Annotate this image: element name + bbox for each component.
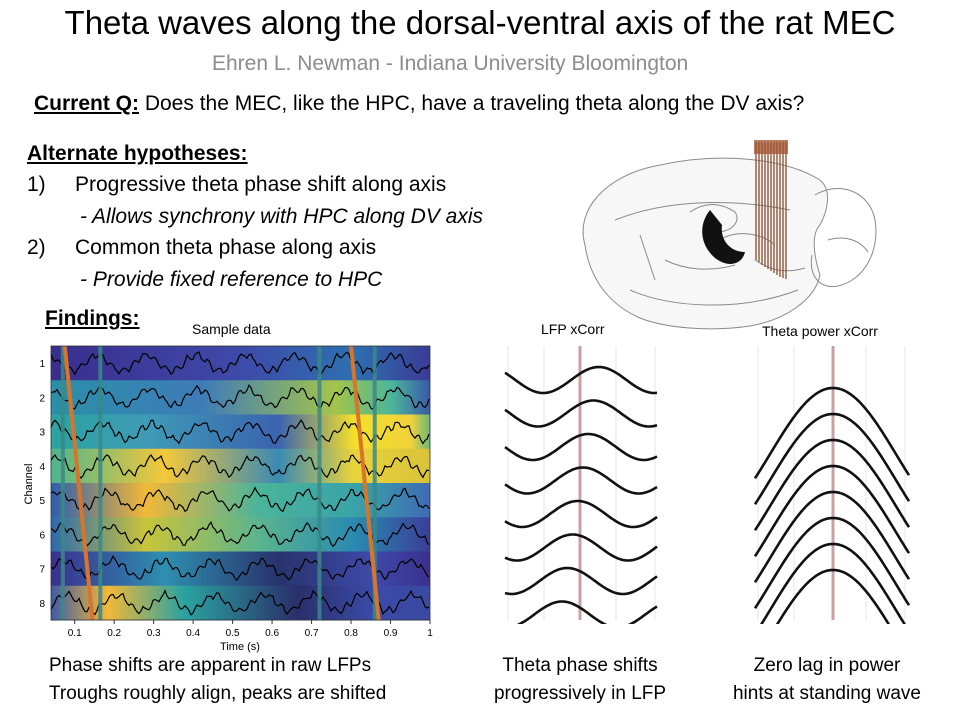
x-tick-label: 1	[427, 628, 433, 639]
peak-shift-marker	[349, 345, 381, 621]
power-xcorr-series-6	[753, 516, 911, 610]
channel-tick-label: 6	[39, 530, 45, 541]
brain-atlas-figure	[582, 140, 877, 330]
trough-marker	[60, 346, 65, 620]
caption-right-line1: Zero lag in power	[753, 655, 901, 676]
hypothesis-2-text: Common theta phase along axis	[75, 236, 377, 259]
channel-tick-label: 2	[39, 393, 45, 404]
channel-band-6	[51, 517, 430, 552]
power-xcorr-series-7	[760, 542, 906, 624]
power-xcorr-series-1	[753, 386, 911, 480]
trough-marker	[317, 346, 322, 620]
power-xcorr-chart	[753, 346, 911, 624]
power-xcorr-series-8	[775, 568, 891, 624]
x-tick-label: 0.8	[344, 628, 358, 639]
channel-tick-label: 8	[39, 599, 45, 610]
lfp-xcorr-series-4	[504, 466, 658, 495]
caption-left-line2: Troughs roughly align, peaks are shifted	[49, 683, 387, 704]
hypotheses-heading: Alternate hypotheses:	[27, 142, 248, 165]
channel-band-4	[51, 448, 430, 484]
hypothesis-1: 1) Progressive theta phase shift along ax…	[27, 173, 446, 197]
lfp-xcorr-series-5	[504, 499, 658, 529]
peak-shift-marker	[62, 345, 95, 621]
lfp-xcorr-chart	[504, 346, 658, 624]
channel-trace-4	[50, 453, 430, 479]
lfp-xcorr-title: LFP xCorr	[541, 321, 605, 337]
hypothesis-2: 2) Common theta phase along axis	[27, 236, 376, 260]
channel-trace-7	[50, 554, 430, 582]
hypothesis-1-text: Progressive theta phase shift along axis	[75, 173, 447, 196]
channel-tick-label: 7	[39, 565, 45, 576]
trough-marker	[372, 346, 377, 620]
caption-mid-line1: Theta phase shifts	[502, 655, 658, 676]
caption-mid-line2: progressively in LFP	[493, 683, 667, 704]
question-label: Current Q:	[34, 92, 139, 115]
hypothesis-1-number: 1)	[27, 173, 46, 196]
theta-power-xcorr-title: Theta power xCorr	[762, 323, 878, 339]
channel-tick-label: 3	[39, 428, 45, 439]
lfp-xcorr-series-6	[504, 533, 658, 562]
channel-tick-label: 5	[39, 496, 45, 507]
channel-tick-label: 4	[39, 462, 45, 473]
channel-tick-label: 1	[39, 359, 45, 370]
findings-heading: Findings:	[45, 307, 140, 330]
sample-xlabel: Time (s)	[220, 641, 260, 653]
caption-left-line1: Phase shifts are apparent in raw LFPs	[49, 655, 372, 676]
power-xcorr-series-5	[753, 490, 911, 584]
trough-marker	[98, 346, 103, 620]
power-xcorr-series-3	[753, 438, 911, 532]
hypothesis-1-sub: - Allows synchrony with HPC along DV axi…	[80, 205, 484, 228]
x-tick-label: 0.5	[226, 628, 240, 639]
lfp-xcorr-series-8	[516, 600, 658, 624]
x-tick-label: 0.7	[305, 628, 319, 639]
current-question: Current Q: Does the MEC, like the HPC, h…	[34, 92, 804, 116]
power-xcorr-series-4	[753, 464, 911, 558]
x-tick-label: 0.2	[107, 628, 121, 639]
lfp-xcorr-series-3	[504, 432, 658, 462]
x-tick-label: 0.3	[147, 628, 161, 639]
channel-trace-3	[50, 419, 430, 445]
hypothesis-2-sub: - Provide fixed reference to HPC	[80, 268, 383, 291]
lfp-xcorr-series-1	[504, 365, 658, 395]
sample-data-title: Sample data	[192, 321, 271, 337]
page-title: Theta waves along the dorsal-ventral axi…	[64, 4, 896, 41]
channel-trace-8	[50, 589, 430, 616]
x-tick-label: 0.4	[186, 628, 200, 639]
channel-trace-6	[50, 521, 430, 548]
x-tick-label: 0.1	[68, 628, 82, 639]
hypothesis-2-number: 2)	[27, 236, 46, 259]
caption-right-line2: hints at standing wave	[732, 683, 921, 704]
question-text: Does the MEC, like the HPC, have a trave…	[139, 92, 805, 115]
x-tick-label: 0.6	[265, 628, 279, 639]
channel-trace-1	[50, 351, 430, 376]
channel-trace-2	[50, 384, 430, 410]
sample-data-chart: 1 2 3 4 5 6 7 8 0.1 0.2 0.3 0.4 0.5 0.6 0.7 0.8 0.9 1 Tim…	[23, 345, 433, 653]
channel-band-2	[51, 380, 430, 415]
lfp-xcorr-series-7	[504, 566, 658, 596]
lfp-xcorr-series-2	[504, 399, 658, 428]
channel-band-1	[51, 346, 430, 381]
power-xcorr-series-2	[753, 412, 911, 506]
x-tick-label: 0.9	[384, 628, 398, 639]
sample-ylabel: Channel	[23, 464, 35, 505]
author-affiliation: Ehren L. Newman - Indiana University Blo…	[212, 52, 689, 75]
